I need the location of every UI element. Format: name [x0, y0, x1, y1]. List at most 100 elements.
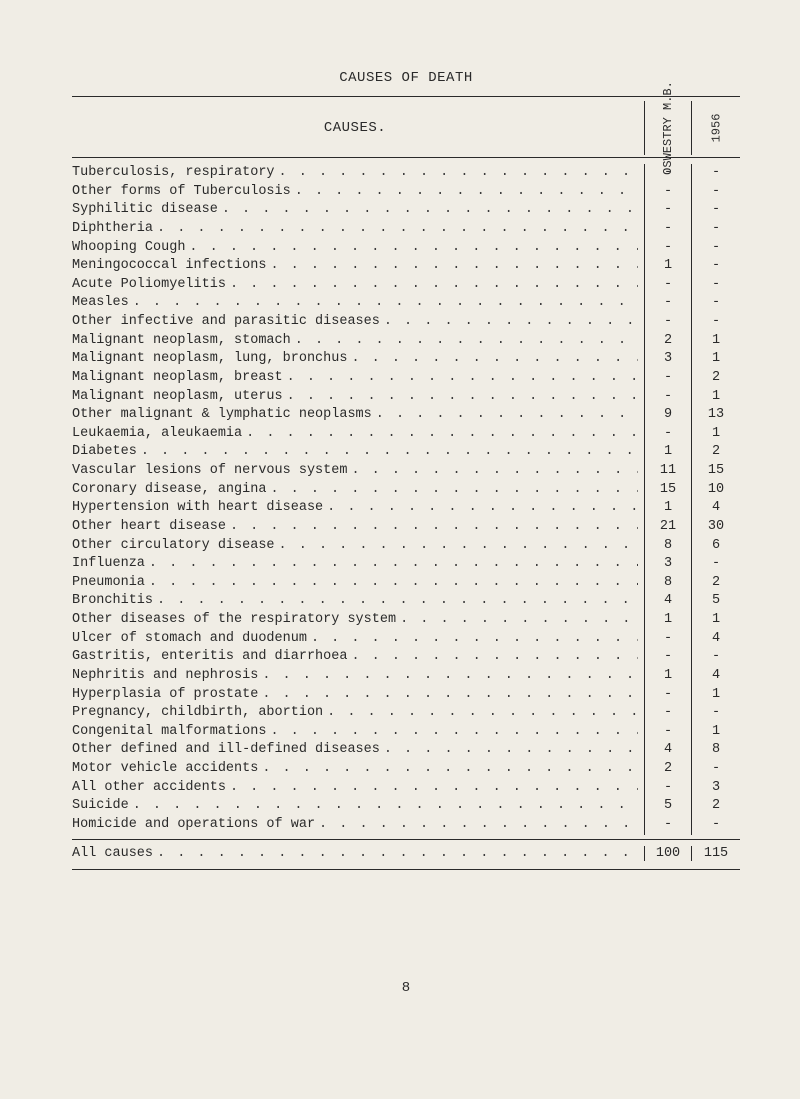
cell-oswestry: 1	[645, 443, 692, 462]
cell-oswestry: 1	[645, 499, 692, 518]
table-row: Other infective and parasitic diseases. …	[72, 313, 740, 332]
cell-year: 15	[692, 462, 740, 481]
cause-label: Whooping Cough	[72, 239, 185, 258]
cell-year: -	[692, 257, 740, 276]
cell-year: -	[692, 183, 740, 202]
table-row: Suicide. . . . . . . . . . . . . . . . .…	[72, 797, 740, 816]
dot-leader: . . . . . . . . . . . . . . . . . . . . …	[291, 332, 638, 351]
table-row: Gastritis, enteritis and diarrhoea. . . …	[72, 648, 740, 667]
cell-oswestry: 8	[645, 574, 692, 593]
cause-cell: Suicide. . . . . . . . . . . . . . . . .…	[72, 797, 645, 816]
total-cause-label: All causes	[72, 846, 153, 861]
table-row: Other heart disease. . . . . . . . . . .…	[72, 518, 740, 537]
page-container: CAUSES OF DEATH CAUSES. OSWESTRY M.B. 19…	[0, 0, 800, 1036]
cause-cell: Pneumonia. . . . . . . . . . . . . . . .…	[72, 574, 645, 593]
cause-cell: Gastritis, enteritis and diarrhoea. . . …	[72, 648, 645, 667]
cell-oswestry: 11	[645, 462, 692, 481]
cause-label: Pneumonia	[72, 574, 145, 593]
cause-label: Meningococcal infections	[72, 257, 266, 276]
cell-oswestry: -	[645, 369, 692, 388]
dot-leader: . . . . . . . . . . . . . . . . . . . . …	[307, 630, 638, 649]
cause-label: Leukaemia, aleukaemia	[72, 425, 242, 444]
cause-label: Diabetes	[72, 443, 137, 462]
cause-cell: Malignant neoplasm, breast. . . . . . . …	[72, 369, 645, 388]
cell-oswestry: 21	[645, 518, 692, 537]
cell-oswestry: 1	[645, 611, 692, 630]
cause-cell: Homicide and operations of war. . . . . …	[72, 816, 645, 835]
cell-oswestry: 1	[645, 257, 692, 276]
cause-cell: Vascular lesions of nervous system. . . …	[72, 462, 645, 481]
cause-label: All other accidents	[72, 779, 226, 798]
cause-label: Hyperplasia of prostate	[72, 686, 258, 705]
cause-label: Other diseases of the respiratory system	[72, 611, 396, 630]
cell-year: 6	[692, 537, 740, 556]
cell-year: 10	[692, 481, 740, 500]
cause-cell: Other defined and ill-defined diseases. …	[72, 741, 645, 760]
cause-label: Malignant neoplasm, stomach	[72, 332, 291, 351]
dot-leader: . . . . . . . . . . . . . . . . . . . . …	[275, 537, 638, 556]
dot-leader: . . . . . . . . . . . . . . . . . . . . …	[380, 313, 638, 332]
table-row: Malignant neoplasm, uterus. . . . . . . …	[72, 388, 740, 407]
cause-cell: Malignant neoplasm, lung, bronchus. . . …	[72, 350, 645, 369]
cell-year: -	[692, 816, 740, 835]
cause-label: Nephritis and nephrosis	[72, 667, 258, 686]
cell-year: -	[692, 555, 740, 574]
cell-oswestry: 4	[645, 741, 692, 760]
cause-label: Coronary disease, angina	[72, 481, 266, 500]
table-row: Other malignant & lymphatic neoplasms. .…	[72, 406, 740, 425]
cause-label: Influenza	[72, 555, 145, 574]
cause-label: Malignant neoplasm, lung, bronchus	[72, 350, 347, 369]
table-row: Whooping Cough. . . . . . . . . . . . . …	[72, 239, 740, 258]
cause-label: Other defined and ill-defined diseases	[72, 741, 380, 760]
dot-leader: . . . . . . . . . . . . . . . . . . . . …	[275, 164, 638, 183]
cell-oswestry: -	[645, 723, 692, 742]
cause-label: Ulcer of stomach and duodenum	[72, 630, 307, 649]
dot-leader: . . . . . . . . . . . . . . . . . . . . …	[226, 276, 638, 295]
cell-oswestry: -	[645, 239, 692, 258]
table-row: Tuberculosis, respiratory. . . . . . . .…	[72, 164, 740, 183]
cell-year: 30	[692, 518, 740, 537]
dot-leader: . . . . . . . . . . . . . . . . . . . . …	[242, 425, 638, 444]
cell-oswestry: 5	[645, 797, 692, 816]
cell-oswestry: 15	[645, 481, 692, 500]
table-row: Diphtheria. . . . . . . . . . . . . . . …	[72, 220, 740, 239]
cause-cell: Pregnancy, childbirth, abortion. . . . .…	[72, 704, 645, 723]
dot-leader: . . . . . . . . . . . . . . . . . . . . …	[153, 220, 638, 239]
cell-oswestry: 3	[645, 350, 692, 369]
cause-cell: Other circulatory disease. . . . . . . .…	[72, 537, 645, 556]
table-row: Acute Poliomyelitis. . . . . . . . . . .…	[72, 276, 740, 295]
cause-label: Congenital malformations	[72, 723, 266, 742]
cell-year: -	[692, 294, 740, 313]
cause-label: Other circulatory disease	[72, 537, 275, 556]
header-causes: CAUSES.	[72, 101, 645, 155]
table-row: Syphilitic disease. . . . . . . . . . . …	[72, 201, 740, 220]
cell-year: -	[692, 239, 740, 258]
cause-label: Measles	[72, 294, 129, 313]
cell-oswestry: -	[645, 779, 692, 798]
table-row: Meningococcal infections. . . . . . . . …	[72, 257, 740, 276]
table-row: Leukaemia, aleukaemia. . . . . . . . . .…	[72, 425, 740, 444]
table-row: All other accidents. . . . . . . . . . .…	[72, 779, 740, 798]
cell-year: -	[692, 313, 740, 332]
cell-oswestry: 8	[645, 537, 692, 556]
cause-cell: Other heart disease. . . . . . . . . . .…	[72, 518, 645, 537]
total-c1: 100	[645, 846, 692, 861]
total-cause-cell: All causes . . . . . . . . . . . . . . .…	[72, 846, 645, 861]
cell-year: -	[692, 164, 740, 183]
dot-leader: . . . . . . . . . . . . . . . . . . . . …	[315, 816, 638, 835]
table-row: Motor vehicle accidents. . . . . . . . .…	[72, 760, 740, 779]
cell-year: 1	[692, 686, 740, 705]
cause-cell: Coronary disease, angina. . . . . . . . …	[72, 481, 645, 500]
dot-leader: . . . . . . . . . . . . . . . . . . . . …	[380, 741, 638, 760]
total-c2: 115	[692, 846, 740, 861]
table-row: Vascular lesions of nervous system. . . …	[72, 462, 740, 481]
table-row: Other defined and ill-defined diseases. …	[72, 741, 740, 760]
cause-cell: Diabetes. . . . . . . . . . . . . . . . …	[72, 443, 645, 462]
cell-year: 2	[692, 443, 740, 462]
cause-cell: Other infective and parasitic diseases. …	[72, 313, 645, 332]
cell-year: 3	[692, 779, 740, 798]
table-row: Hyperplasia of prostate. . . . . . . . .…	[72, 686, 740, 705]
cell-oswestry: -	[645, 313, 692, 332]
cause-label: Vascular lesions of nervous system	[72, 462, 347, 481]
dot-leader: . . . . . . . . . . . . . . . . . . . . …	[129, 797, 638, 816]
